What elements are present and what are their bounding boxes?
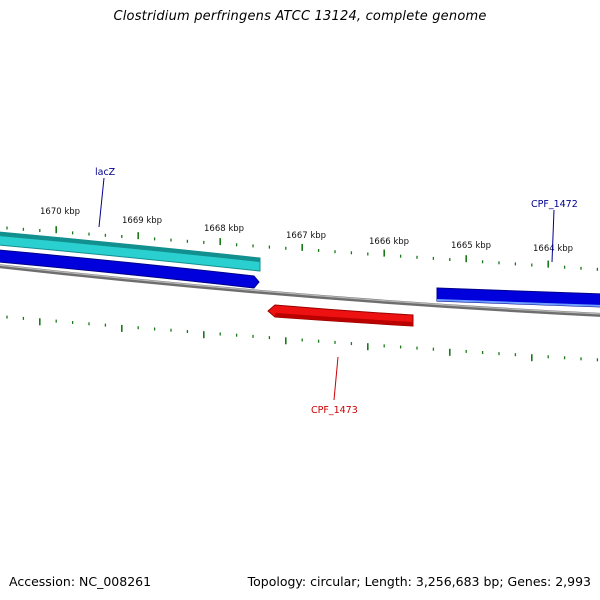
genome-title: Clostridium perfringens ATCC 13124, comp… xyxy=(113,9,487,24)
outer-scale-ticks xyxy=(6,226,599,271)
gene-label-lacz: lacZ xyxy=(95,167,116,178)
gene-label-cpf-1472: CPF_1472 xyxy=(531,199,578,210)
gene-cpf-1472[interactable] xyxy=(436,287,600,308)
gene-label-cpf-1473: CPF_1473 xyxy=(311,405,358,416)
tick-label-1666: 1666 kbp xyxy=(369,237,409,247)
tick-label-1664: 1664 kbp xyxy=(533,244,573,254)
genome-summary-text: Topology: circular; Length: 3,256,683 bp… xyxy=(247,574,591,589)
scale-labels: 1670 kbp 1669 kbp 1668 kbp 1667 kbp 1666… xyxy=(40,207,573,254)
tick-label-1670: 1670 kbp xyxy=(40,207,80,217)
gene-label-leaders xyxy=(98,177,555,401)
gene-cpf-1473[interactable] xyxy=(267,304,414,327)
inner-scale-ticks xyxy=(6,315,599,362)
tick-label-1665: 1665 kbp xyxy=(451,241,491,251)
accession-text: Accession: NC_008261 xyxy=(9,574,152,589)
gene-forward-left[interactable] xyxy=(0,249,260,289)
gene-lacz[interactable] xyxy=(0,231,261,272)
tick-label-1669: 1669 kbp xyxy=(122,216,162,226)
tick-label-1667: 1667 kbp xyxy=(286,231,326,241)
tick-label-1668: 1668 kbp xyxy=(204,224,244,234)
genome-backbone xyxy=(0,264,600,317)
